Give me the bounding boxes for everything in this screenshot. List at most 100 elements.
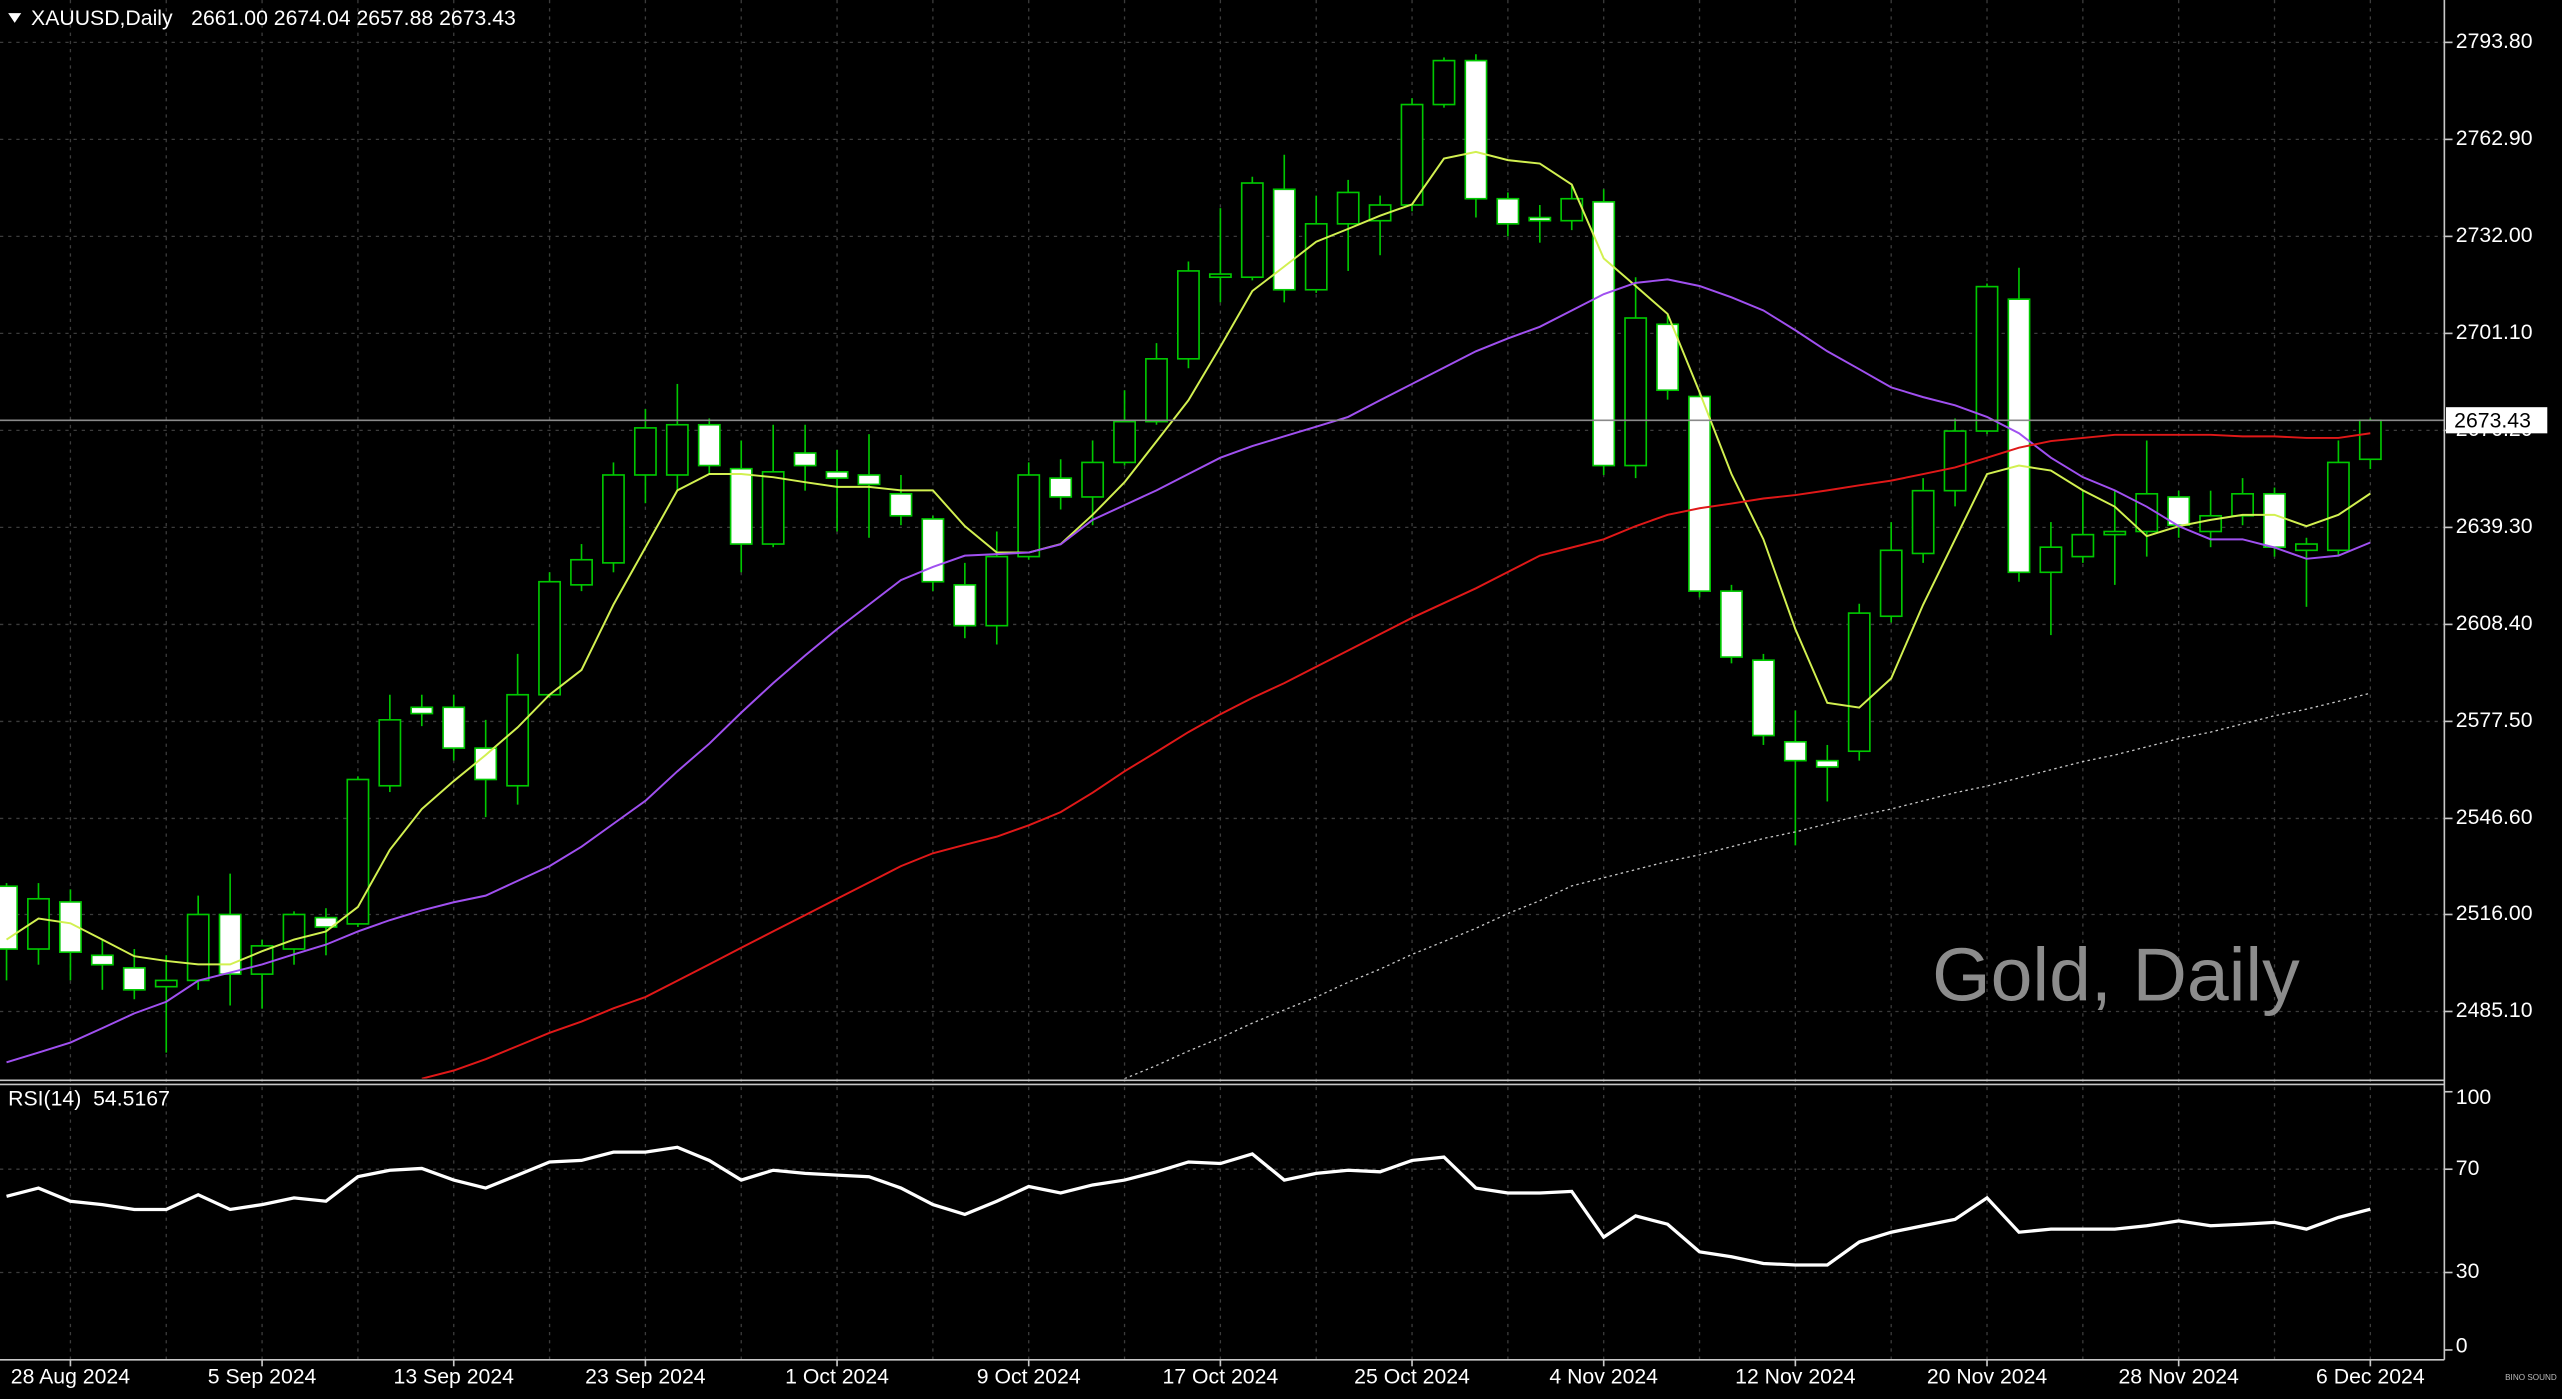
candle-body: [506, 693, 530, 787]
y-tick-label: 2485.10: [2456, 998, 2533, 1022]
candle-body: [2135, 492, 2159, 533]
candle-body: [1975, 285, 1999, 432]
candle-body: [1432, 59, 1456, 106]
current-price-box: [2445, 407, 2548, 434]
candle-body: [2358, 419, 2382, 461]
candle-body: [2295, 543, 2318, 552]
candle-body: [1304, 223, 1328, 291]
candle-body: [985, 555, 1009, 627]
y-tick-label: 2762.90: [2456, 126, 2533, 150]
candle-body: [1720, 590, 1743, 658]
moving-average: [6, 278, 2371, 1064]
moving-average: [5, 150, 2371, 966]
symbol: XAUUSD,Daily: [31, 6, 173, 30]
y-tick-label: 30: [2456, 1259, 2480, 1283]
candle-body: [410, 706, 434, 715]
rsi-panel: [6, 1145, 2371, 1267]
candle-body: [1528, 216, 1552, 222]
candle-body: [825, 471, 849, 479]
candle-body: [1177, 270, 1200, 360]
candle-body: [570, 558, 593, 586]
candle-body: [186, 913, 210, 982]
y-tick-label: 2546.60: [2456, 805, 2533, 829]
candle-body: [1624, 317, 1648, 467]
rsi-value: 54.5167: [93, 1087, 170, 1111]
x-tick-label: 1 Oct 2024: [785, 1364, 889, 1388]
moving-average: [421, 432, 2371, 1079]
candle-body: [953, 584, 977, 627]
candle-body: [90, 954, 114, 966]
rsi-line: [6, 1145, 2371, 1267]
candle-body: [857, 474, 881, 486]
candle-body: [2263, 492, 2286, 548]
logo: BINO SOUND: [2505, 1373, 2557, 1382]
candle-body: [1272, 188, 1296, 291]
candle-body: [1847, 612, 1871, 753]
x-tick-label: 28 Nov 2024: [2118, 1364, 2239, 1388]
y-tick-label: 2516.00: [2456, 901, 2533, 925]
candle-body: [1336, 191, 1360, 225]
x-tick-label: 5 Sep 2024: [208, 1364, 317, 1388]
candle-body: [0, 885, 18, 950]
candle-body: [1081, 461, 1105, 498]
candle-body: [474, 747, 498, 781]
x-tick-label: 12 Nov 2024: [1735, 1364, 1856, 1388]
y-tick-label: 2701.10: [2456, 320, 2533, 344]
ohlc: 2661.00 2674.04 2657.88 2673.43: [191, 6, 516, 30]
candle-body: [2007, 298, 2031, 574]
rsi-title: RSI(14): [8, 1087, 81, 1111]
candle-body: [538, 580, 562, 696]
candle-body: [2231, 492, 2255, 517]
candle-body: [1464, 59, 1488, 200]
candle-body: [346, 778, 370, 925]
candle-body: [378, 719, 402, 787]
y-tick-label: 70: [2456, 1156, 2480, 1180]
candle-body: [1049, 477, 1073, 498]
x-tick-label: 6 Dec 2024: [2316, 1364, 2425, 1388]
candle-body: [154, 979, 178, 988]
candle-body: [1113, 420, 1136, 464]
candle-body: [1017, 474, 1041, 558]
candle-body: [729, 467, 753, 545]
x-tick-label: 17 Oct 2024: [1163, 1364, 1279, 1388]
candle-body: [1879, 549, 1903, 618]
candle-body: [2039, 546, 2063, 574]
candle-body: [2103, 530, 2127, 536]
candle-body: [1783, 741, 1807, 762]
y-tick-label: 2793.80: [2456, 29, 2533, 53]
price-panel: [0, 54, 2445, 1079]
y-tick-label: 2732.00: [2456, 223, 2533, 247]
x-tick-label: 25 Oct 2024: [1354, 1364, 1470, 1388]
menu-triangle[interactable]: [8, 13, 22, 23]
candle-body: [1943, 430, 1967, 492]
candle-body: [602, 474, 625, 564]
candle-body: [2071, 533, 2095, 558]
y-tick-label: 2608.40: [2456, 611, 2533, 635]
y-tick-label: 0: [2456, 1333, 2468, 1357]
grid-layer: [0, 0, 2445, 1360]
candle-body: [793, 452, 817, 467]
watermark: Gold, Daily: [1932, 932, 2300, 1016]
candle-body: [1688, 395, 1711, 592]
candle-body: [250, 945, 274, 975]
candle-body: [1751, 659, 1775, 737]
candle-body: [889, 492, 913, 517]
candle-body: [1592, 201, 1616, 467]
candle-body: [1208, 273, 1232, 279]
x-tick-label: 28 Aug 2024: [11, 1364, 130, 1388]
current-price-label: 2673.43: [2454, 409, 2531, 433]
candle-body: [697, 423, 721, 467]
y-tick-label: 2577.50: [2456, 708, 2533, 732]
candle-body: [58, 901, 82, 953]
candle-body: [218, 913, 242, 975]
candle-body: [1911, 489, 1935, 555]
candle-body: [1815, 759, 1839, 768]
candle-body: [665, 423, 689, 476]
candle-body: [1656, 323, 1680, 392]
candle-body: [1145, 358, 1168, 423]
candle-body: [122, 967, 146, 991]
y-tick-label: 2639.30: [2456, 514, 2533, 538]
candle-body: [282, 913, 306, 950]
